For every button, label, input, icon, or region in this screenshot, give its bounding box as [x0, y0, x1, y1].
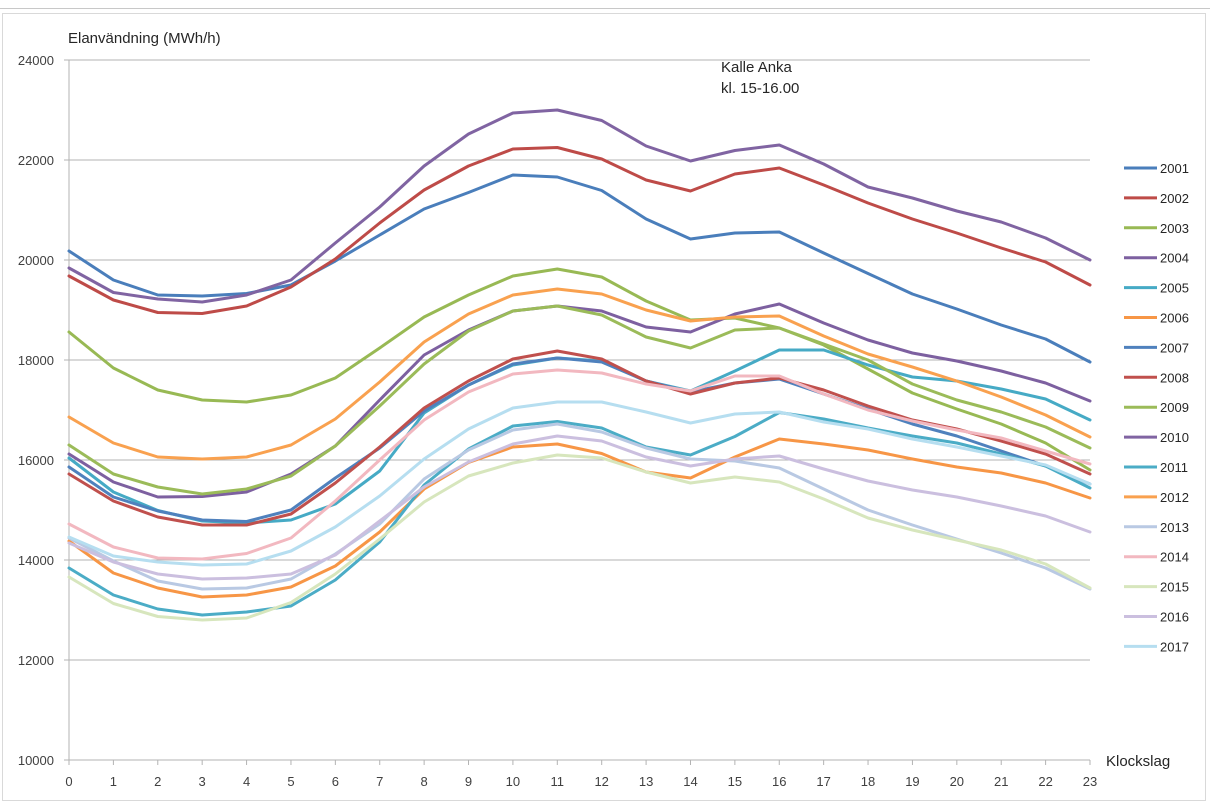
legend-label: 2007: [1160, 340, 1189, 355]
x-axis-title: Klockslag: [1106, 753, 1170, 770]
series-line-2003: [67, 267, 1092, 472]
x-tick-label: 16: [772, 774, 786, 789]
annotation-line-1: Kalle Anka: [721, 59, 793, 76]
series-line-2015: [67, 453, 1092, 622]
legend-label: 2006: [1160, 311, 1189, 326]
legend-label: 2002: [1160, 191, 1189, 206]
x-tick-label: 13: [639, 774, 653, 789]
x-tick-label: 22: [1038, 774, 1052, 789]
series-line-2014: [67, 368, 1092, 561]
legend-item-2003: 2003: [1124, 221, 1189, 236]
series-line-2006: [67, 437, 1092, 599]
series-line-2002: [67, 146, 1092, 315]
legend-label: 2001: [1160, 161, 1189, 176]
legend-item-2007: 2007: [1124, 340, 1189, 355]
y-axis-title: Elanvändning (MWh/h): [68, 30, 221, 47]
x-tick-label: 18: [861, 774, 875, 789]
legend-item-2004: 2004: [1124, 251, 1189, 266]
legend-item-2005: 2005: [1124, 281, 1189, 296]
y-tick-label: 10000: [18, 753, 54, 768]
legend-label: 2010: [1160, 430, 1189, 445]
series-line-2011: [67, 411, 1092, 617]
x-tick-label: 14: [683, 774, 697, 789]
legend-item-2008: 2008: [1124, 370, 1189, 385]
legend-label: 2017: [1160, 639, 1189, 654]
x-tick-label: 20: [950, 774, 964, 789]
series-line-2004: [67, 302, 1092, 499]
legend-label: 2005: [1160, 281, 1189, 296]
axes: [68, 60, 1090, 761]
legend-label: 2009: [1160, 400, 1189, 415]
legend-item-2015: 2015: [1124, 580, 1189, 595]
legend-item-2001: 2001: [1124, 161, 1189, 176]
top-rule: [0, 8, 1210, 9]
legend: 2001 2002 2003 2004 2005 2006 2007 2008 2009 2010…: [1124, 161, 1189, 654]
series-line-2009: [67, 304, 1092, 496]
legend-item-2010: 2010: [1124, 430, 1189, 445]
legend-item-2014: 2014: [1124, 550, 1189, 565]
legend-item-2012: 2012: [1124, 490, 1189, 505]
legend-label: 2016: [1160, 610, 1189, 625]
series-line-2010: [67, 108, 1092, 304]
x-tick-label: 7: [376, 774, 383, 789]
series-line-2013: [67, 422, 1092, 591]
legend-item-2009: 2009: [1124, 400, 1189, 415]
legend-label: 2008: [1160, 370, 1189, 385]
series-line-2012: [67, 287, 1092, 461]
x-tick-label: 15: [728, 774, 742, 789]
x-tick-label: 23: [1083, 774, 1097, 789]
legend-label: 2012: [1160, 490, 1189, 505]
legend-item-2016: 2016: [1124, 610, 1189, 625]
x-tick-label: 19: [905, 774, 919, 789]
y-tick-label: 20000: [18, 253, 54, 268]
y-tick-label: 22000: [18, 153, 54, 168]
legend-label: 2011: [1160, 460, 1188, 475]
legend-label: 2013: [1160, 520, 1189, 535]
series-line-2016: [67, 434, 1092, 581]
x-tick-label: 12: [594, 774, 608, 789]
legend-label: 2014: [1160, 550, 1189, 565]
y-tick-label: 12000: [18, 653, 54, 668]
x-axis-ticks: 0 1 2 3 4 5 6 7 8 9 10 11 12 13 14 15 16 17 18 19 20 21 22 23: [65, 760, 1097, 789]
x-tick-label: 10: [506, 774, 520, 789]
legend-item-2017: 2017: [1124, 639, 1189, 654]
x-tick-label: 4: [243, 774, 250, 789]
legend-item-2011: 2011: [1124, 460, 1188, 475]
gridlines: [69, 59, 1090, 661]
legend-label: 2015: [1160, 580, 1189, 595]
x-tick-label: 6: [332, 774, 339, 789]
legend-item-2006: 2006: [1124, 311, 1189, 326]
legend-label: 2003: [1160, 221, 1189, 236]
legend-label: 2004: [1160, 251, 1189, 266]
x-tick-label: 9: [465, 774, 472, 789]
legend-item-2002: 2002: [1124, 191, 1189, 206]
x-tick-label: 5: [287, 774, 294, 789]
y-tick-label: 16000: [18, 453, 54, 468]
x-tick-label: 8: [421, 774, 428, 789]
series-line-2017: [67, 400, 1092, 567]
x-tick-label: 11: [551, 774, 565, 789]
series-line-2007: [67, 356, 1092, 523]
x-tick-label: 1: [110, 774, 117, 789]
x-tick-label: 2: [154, 774, 161, 789]
series-line-2001: [67, 173, 1092, 364]
y-tick-label: 24000: [18, 53, 54, 68]
x-tick-label: 21: [994, 774, 1008, 789]
y-tick-label: 14000: [18, 553, 54, 568]
legend-item-2013: 2013: [1124, 520, 1189, 535]
annotation-line-2: kl. 15-16.00: [721, 80, 799, 97]
series-lines: [67, 108, 1092, 622]
x-tick-label: 17: [816, 774, 830, 789]
y-tick-label: 18000: [18, 353, 54, 368]
x-tick-label: 0: [65, 774, 72, 789]
x-tick-label: 3: [199, 774, 206, 789]
chart-frame: [2, 13, 1206, 801]
y-axis-ticks: 10000 12000 14000 16000 18000 20000 22000 24000: [18, 53, 69, 768]
